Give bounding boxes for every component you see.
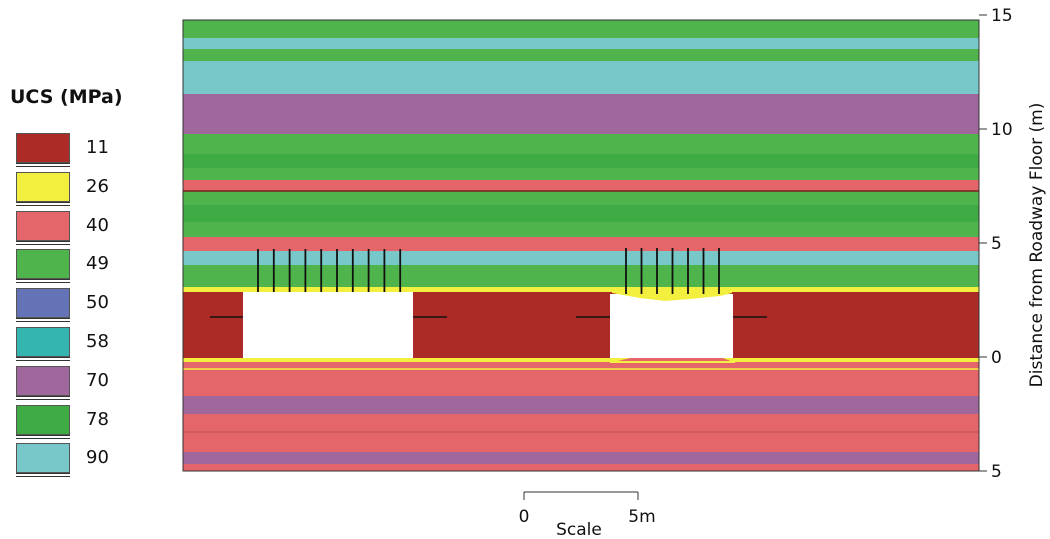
legend-item: 40: [14, 210, 164, 245]
stratum-layer: [183, 287, 979, 292]
legend-separator: [16, 201, 70, 206]
legend-swatch: [16, 327, 70, 357]
legend-value: 26: [86, 175, 109, 197]
roadway-opening: [243, 292, 413, 358]
stratum-layer: [183, 154, 979, 168]
legend-value: 70: [86, 369, 109, 391]
legend-swatch: [16, 443, 70, 474]
stratum-layer: [183, 94, 979, 134]
stratum-layer: [183, 20, 979, 38]
legend-swatch: [16, 288, 70, 319]
stratum-layer: [183, 180, 979, 191]
stratum-layer: [183, 265, 979, 287]
legend-value: 58: [86, 331, 109, 352]
legend-title: UCS (MPa): [10, 86, 123, 108]
legend-swatch: [16, 210, 70, 241]
legend-value: 50: [86, 292, 109, 314]
stratum-layer: [183, 134, 979, 154]
stratum-layer: [183, 358, 979, 362]
axis-tick-label: 10: [991, 120, 1013, 140]
legend-separator: [16, 473, 70, 478]
legend-item: 90: [14, 443, 164, 478]
roadway-openings: [243, 290, 733, 358]
roadway-opening: [610, 294, 733, 358]
legend-separator: [16, 279, 70, 284]
legend-swatch: [16, 133, 70, 163]
legend-item: 70: [14, 365, 164, 400]
stratum-layer: [183, 396, 979, 414]
legend-swatch: [16, 365, 70, 396]
legend-separator: [16, 240, 70, 245]
stratum-layer: [183, 362, 979, 396]
legend-item: 58: [14, 327, 164, 361]
stratum-layer: [183, 452, 979, 464]
stratum-layer: [183, 237, 979, 251]
scale-start-label: 0: [519, 507, 530, 527]
stratum-layer: [183, 61, 979, 94]
legend-value: 49: [86, 253, 109, 275]
stratum-layer: [183, 251, 979, 265]
legend-item: 50: [14, 288, 164, 323]
legend-swatch: [16, 171, 70, 202]
axis-tick-label: 0: [991, 348, 1002, 368]
rock-bolts: [210, 248, 767, 318]
legend-separator: [16, 434, 70, 439]
legend-value: 11: [86, 137, 109, 158]
legend-value: 78: [86, 408, 109, 430]
legend-item: 26: [14, 171, 164, 206]
stratum-layer: [183, 49, 979, 61]
axis-title: Distance from Roadway Floor (m): [1027, 103, 1047, 388]
scale-bar: 0 5m Scale: [519, 491, 656, 539]
legend-value: 90: [86, 447, 109, 469]
scale-end-label: 5m: [628, 507, 655, 527]
legend-value: 40: [86, 214, 109, 236]
legend-separator: [16, 357, 70, 361]
legend-separator: [16, 395, 70, 400]
vertical-axis: 15 10 5 0 5: [978, 6, 1013, 482]
stratum-layer: [183, 38, 979, 49]
stratum-layer: [183, 222, 979, 237]
stratum-layer: [183, 464, 979, 471]
strata-layers: [183, 20, 979, 471]
stratum-layer: [183, 414, 979, 432]
legend-item: 11: [14, 133, 164, 167]
legend-separator: [16, 163, 70, 167]
axis-tick-label: 5: [991, 462, 1002, 482]
legend-item: 49: [14, 249, 164, 284]
legend-swatch: [16, 249, 70, 280]
legend-swatch: [16, 404, 70, 435]
legend-separator: [16, 318, 70, 323]
stratum-layer: [183, 432, 979, 452]
stratum-layer: [183, 191, 979, 205]
scale-title: Scale: [556, 520, 602, 539]
legend-item: 78: [14, 404, 164, 439]
stratum-layer: [183, 205, 979, 222]
stratum-layer: [183, 168, 979, 180]
axis-tick-label: 5: [991, 234, 1002, 254]
axis-tick-label: 15: [991, 6, 1013, 26]
